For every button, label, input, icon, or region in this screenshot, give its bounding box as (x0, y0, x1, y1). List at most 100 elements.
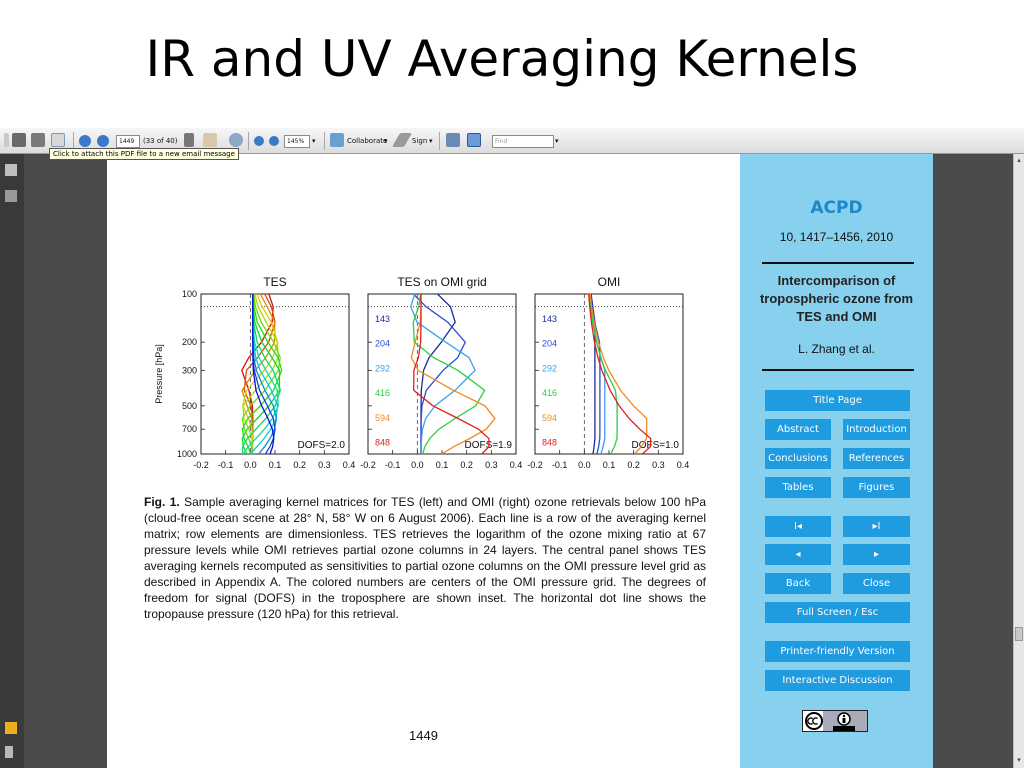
x-tick-label: 0.2 (460, 460, 473, 470)
sign-pen-icon (391, 133, 413, 147)
kernel-line (588, 293, 618, 455)
toolbar-grip[interactable] (4, 133, 9, 147)
y-tick-label: 200 (182, 337, 197, 347)
kernel-line (410, 294, 496, 455)
x-tick-label: 0.3 (652, 460, 665, 470)
y-tick-label: 500 (182, 401, 197, 411)
x-tick-label: 0.2 (627, 460, 640, 470)
kernel-line (413, 294, 490, 455)
zoom-level-field[interactable]: 145% (284, 135, 310, 148)
close-button[interactable]: Close (843, 573, 910, 594)
journal-sidebar: ACPD 10, 1417–1456, 2010 Intercomparison… (740, 154, 933, 768)
x-tick-label: 0.4 (677, 460, 690, 470)
first-page-button[interactable]: I◂ (765, 516, 831, 537)
caption-text: Sample averaging kernel matrices for TES… (144, 495, 706, 621)
zoom-out-icon[interactable] (254, 136, 264, 146)
select-tool-icon[interactable] (184, 133, 194, 147)
save-icon[interactable] (31, 133, 45, 147)
interactive-discussion-button[interactable]: Interactive Discussion (765, 670, 910, 691)
find-dropdown-icon[interactable]: ▾ (555, 137, 559, 145)
figures-button[interactable]: Figures (843, 477, 910, 498)
print-icon[interactable] (12, 133, 26, 147)
x-tick-label: 0.1 (603, 460, 616, 470)
x-tick-label: -0.1 (552, 460, 568, 470)
email-tooltip: Click to attach this PDF file to a new e… (49, 148, 239, 160)
panel-title: TES (263, 275, 286, 289)
scroll-up-icon[interactable]: ▴ (1017, 157, 1021, 164)
kernel-line (410, 293, 476, 455)
plot-frame (534, 293, 684, 455)
email-icon[interactable] (51, 133, 65, 147)
panel-title: OMI (598, 275, 621, 289)
previous-page-icon[interactable] (79, 135, 91, 147)
creative-commons-badge[interactable] (802, 710, 868, 732)
zoom-tool-icon[interactable] (229, 133, 243, 147)
tables-button[interactable]: Tables (765, 477, 831, 498)
sign-dropdown-icon[interactable]: ▾ (429, 137, 433, 145)
pressure-level-label: 594 (375, 413, 390, 423)
zoom-in-icon[interactable] (269, 136, 279, 146)
dofs-annotation: DOFS=2.0 (297, 440, 345, 451)
previous-page-button[interactable]: ◂ (765, 544, 831, 565)
next-page-icon[interactable] (97, 135, 109, 147)
x-tick-label: 0.4 (343, 460, 356, 470)
kernel-line (252, 294, 275, 455)
averaging-kernel-figure: TES -0.2 -0.1 0.0 0.1 0.2 0.3 0.4 100 200 300 500 70… (154, 275, 690, 470)
pressure-level-label: 416 (375, 388, 390, 398)
pages-panel-icon[interactable] (5, 164, 17, 176)
x-tick-label: 0.0 (244, 460, 257, 470)
conclusions-button[interactable]: Conclusions (765, 448, 831, 469)
cc-license-icon (803, 711, 867, 731)
references-button[interactable]: References (843, 448, 910, 469)
scroll-thumb[interactable] (1015, 627, 1023, 641)
hand-tool-icon[interactable] (203, 133, 217, 147)
collaborate-menu[interactable]: Collaborate (347, 137, 388, 145)
pressure-level-label: 143 (375, 314, 390, 324)
printer-friendly-button[interactable]: Printer-friendly Version (765, 641, 910, 662)
pressure-level-label: 848 (542, 438, 557, 448)
collaborate-icon (330, 133, 344, 147)
x-tick-label: 0.1 (436, 460, 449, 470)
x-tick-label: 0.2 (293, 460, 306, 470)
back-button[interactable]: Back (765, 573, 831, 594)
x-tick-label: 0.3 (485, 460, 498, 470)
pressure-level-label: 204 (542, 339, 557, 349)
title-page-button[interactable]: Title Page (765, 390, 910, 411)
fit-page-icon[interactable] (446, 133, 460, 147)
sign-menu[interactable]: Sign (412, 137, 428, 145)
y-tick-label: 1000 (177, 449, 197, 459)
pressure-level-label: 143 (542, 314, 557, 324)
x-tick-label: 0.3 (318, 460, 331, 470)
fit-width-icon[interactable] (467, 133, 481, 147)
y-tick-label: 100 (182, 289, 197, 299)
kernel-line (589, 293, 648, 455)
attachments-panel-icon[interactable] (5, 746, 13, 758)
vertical-scrollbar[interactable]: ▴ ▾ (1013, 154, 1024, 768)
y-tick-label: 700 (182, 424, 197, 434)
x-tick-label: -0.2 (193, 460, 209, 470)
divider (762, 262, 914, 264)
zoom-dropdown-icon[interactable]: ▾ (312, 137, 316, 145)
caption-label: Fig. 1. (144, 495, 180, 509)
comments-panel-icon[interactable] (5, 722, 17, 734)
collaborate-dropdown-icon[interactable]: ▾ (384, 137, 388, 145)
abstract-button[interactable]: Abstract (765, 419, 831, 440)
full-screen-button[interactable]: Full Screen / Esc (765, 602, 910, 623)
pressure-level-label: 204 (375, 339, 390, 349)
pressure-level-label: 848 (375, 438, 390, 448)
y-axis-label: Pressure [hPa] (154, 344, 164, 404)
pressure-level-label: 416 (542, 388, 557, 398)
x-tick-label: -0.1 (385, 460, 401, 470)
bookmarks-panel-icon[interactable] (5, 190, 17, 202)
kernel-line (242, 293, 279, 454)
next-page-button[interactable]: ▸ (843, 544, 910, 565)
pdf-reader-window: 1449 (33 of 40) 145% ▾ Collaborate ▾ Sig… (0, 128, 1024, 768)
scroll-down-icon[interactable]: ▾ (1017, 757, 1021, 764)
paper-title: Intercomparison of tropospheric ozone fr… (759, 273, 914, 324)
introduction-button[interactable]: Introduction (843, 419, 910, 440)
find-input[interactable]: Find (492, 135, 554, 148)
kernel-line (241, 293, 281, 455)
x-tick-label: -0.1 (218, 460, 234, 470)
page-number-input[interactable]: 1449 (116, 135, 140, 148)
last-page-button[interactable]: ▸I (843, 516, 910, 537)
